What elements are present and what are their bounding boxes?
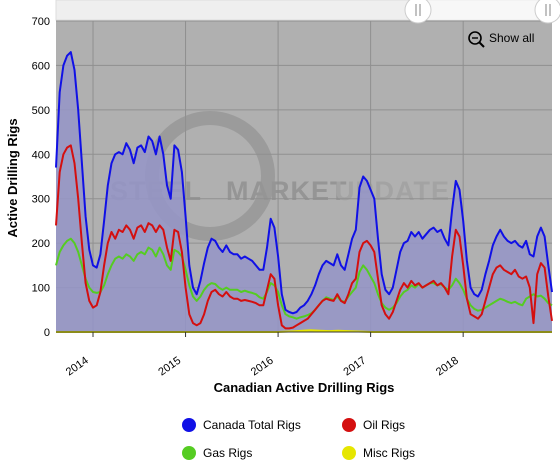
y-tick-label: 200 bbox=[32, 238, 50, 250]
canada-total-area bbox=[56, 52, 552, 332]
handle-knob-icon[interactable] bbox=[404, 0, 432, 24]
legend-swatch bbox=[342, 418, 356, 432]
navigator-left-handle[interactable] bbox=[404, 0, 432, 24]
navigator-bar[interactable] bbox=[55, 0, 560, 24]
navigator-right-handle[interactable] bbox=[534, 0, 560, 24]
series-line-canada-total-rigs[interactable] bbox=[55, 51, 553, 315]
x-tick-label: 2017 bbox=[341, 355, 368, 379]
x-tick-label: 2015 bbox=[156, 355, 183, 379]
x-axis-title: Canadian Active Drilling Rigs bbox=[214, 380, 395, 395]
legend-swatch bbox=[182, 418, 196, 432]
watermark-text-update: UPDATE bbox=[335, 176, 450, 206]
legend-swatch bbox=[182, 446, 196, 460]
legend-label: Canada Total Rigs bbox=[203, 418, 301, 432]
y-axis-title: Active Drilling Rigs bbox=[5, 118, 20, 237]
legend-label: Oil Rigs bbox=[363, 418, 405, 432]
legend-label: Misc Rigs bbox=[363, 446, 415, 460]
x-tick-label: 2014 bbox=[64, 355, 91, 379]
legend-swatch bbox=[342, 446, 356, 460]
y-tick-label: 300 bbox=[32, 194, 50, 206]
x-tick-label: 2016 bbox=[249, 355, 276, 379]
watermark-text-market: MARKET bbox=[226, 176, 348, 206]
series-line-gas-rigs[interactable] bbox=[55, 237, 553, 320]
x-axis-ticks: 2014 2015 2016 2017 2018 bbox=[64, 332, 464, 379]
legend-item-canada-total-rigs[interactable]: Canada Total Rigs bbox=[182, 418, 301, 432]
y-tick-label: 400 bbox=[32, 149, 50, 161]
show-all-button[interactable]: Show all bbox=[468, 31, 534, 48]
legend-label: Gas Rigs bbox=[203, 446, 252, 460]
y-tick-label: 500 bbox=[32, 105, 50, 117]
y-tick-label: 100 bbox=[32, 283, 50, 295]
legend-item-misc-rigs[interactable]: Misc Rigs bbox=[342, 446, 415, 460]
legend: Canada Total Rigs Oil Rigs Gas Rigs Misc Ri… bbox=[182, 418, 415, 460]
y-tick-label: 700 bbox=[32, 16, 50, 28]
legend-item-oil-rigs[interactable]: Oil Rigs bbox=[342, 418, 405, 432]
series-area-fill bbox=[56, 52, 552, 332]
y-tick-label: 600 bbox=[32, 60, 50, 72]
x-tick-label: 2018 bbox=[434, 355, 461, 379]
show-all-label[interactable]: Show all bbox=[489, 31, 534, 45]
zoom-out-handle-icon bbox=[478, 41, 485, 48]
y-tick-label: 0 bbox=[44, 327, 50, 339]
handle-knob-icon[interactable] bbox=[534, 0, 560, 24]
legend-item-gas-rigs[interactable]: Gas Rigs bbox=[182, 446, 252, 460]
zoom-out-icon bbox=[468, 31, 482, 45]
y-axis-ticks: 0 100 200 300 400 500 600 700 bbox=[32, 16, 50, 339]
navigator-window[interactable] bbox=[419, 0, 539, 20]
series-line-oil-rigs[interactable] bbox=[55, 144, 553, 330]
